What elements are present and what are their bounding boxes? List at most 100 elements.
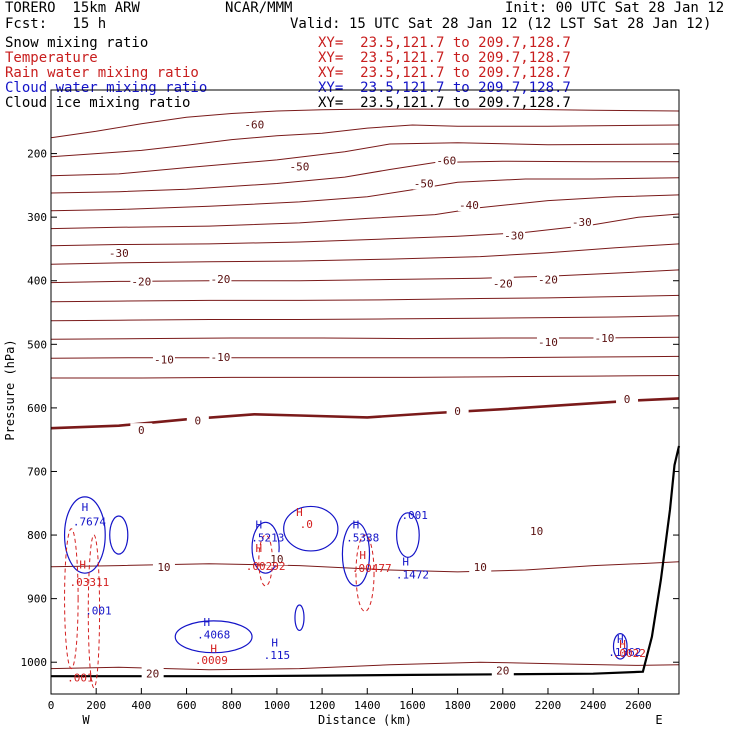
- temp-label-bg-24: [141, 666, 164, 680]
- temp-label-bg-9: [209, 271, 232, 285]
- temperature-contour-1: [50, 124, 680, 158]
- legend-snow: Snow mixing ratio: [5, 35, 149, 51]
- temp-label-bg-13: [209, 350, 232, 364]
- temp-label-bg-6: [503, 228, 526, 242]
- x-tick-label-1: 200: [86, 699, 106, 712]
- y-axis-label: Pressure (hPa): [3, 339, 17, 440]
- x-axis-label: Distance (km): [318, 713, 412, 727]
- legend-cloud-ice: Cloud ice mixing ratio: [5, 95, 191, 111]
- temp-label-15: -10: [595, 332, 615, 345]
- cloud-water-label-9: .001: [85, 605, 112, 618]
- cloud-water-label-10: H: [204, 616, 211, 629]
- temp-label-bg-21: [265, 552, 288, 566]
- x-tick-label-0: 0: [48, 699, 55, 712]
- temp-label-6: -30: [504, 230, 524, 243]
- temp-label-bg-0: [243, 117, 266, 131]
- rain-contour-3: [355, 534, 375, 612]
- y-tick-label-1: 300: [27, 211, 47, 224]
- y-tick-label-2: 400: [27, 275, 47, 288]
- temp-label-7: -30: [572, 216, 592, 229]
- legend-temperature: Temperature: [5, 50, 98, 66]
- temp-label-bg-15: [593, 330, 616, 344]
- legend-temperature-xy: XY= 23.5,121.7 to 209.7,128.7: [318, 50, 571, 66]
- y-tick-label-3: 500: [27, 338, 47, 351]
- temp-label-bg-22: [469, 559, 492, 573]
- x-tick-label-10: 2000: [490, 699, 517, 712]
- temp-label-14: -10: [538, 336, 558, 349]
- init-time: Init: 00 UTC Sat 28 Jan 12: [505, 0, 725, 16]
- cloud-water-contour-0: [63, 496, 106, 574]
- y-tick-label-6: 800: [27, 529, 47, 542]
- temp-label-22: 10: [474, 561, 487, 574]
- x-tick-label-11: 2200: [535, 699, 562, 712]
- rain-label-5: .00477: [352, 562, 392, 575]
- temperature-contour-10: [50, 315, 680, 322]
- x-right-endpoint: E: [655, 713, 662, 727]
- rain-label-0: H: [79, 559, 86, 572]
- legend-rain-xy: XY= 23.5,121.7 to 209.7,128.7: [318, 65, 571, 81]
- rain-label-7: .0: [300, 518, 313, 531]
- cloud-water-label-4: H: [353, 519, 360, 532]
- temp-label-bg-19: [186, 413, 209, 427]
- cloud-water-label-5: .5338: [346, 531, 379, 544]
- cloud-water-contour-3: [283, 505, 339, 552]
- rain-label-2: H: [256, 542, 263, 555]
- x-left-endpoint: W: [82, 713, 90, 727]
- temperature-contour-2: [50, 142, 680, 177]
- temp-label-bg-4: [457, 198, 480, 212]
- temp-label-21: 10: [270, 553, 283, 566]
- rain-label-3: .00292: [246, 560, 286, 573]
- cloud-water-contour-7: [294, 604, 305, 632]
- temp-label-bg-1: [435, 153, 458, 167]
- cloud-water-contour-2: [251, 521, 280, 574]
- legend-rain: Rain water mixing ratio: [5, 65, 199, 81]
- temp-label-bg-5: [107, 245, 130, 259]
- y-tick-label-8: 1000: [21, 656, 48, 669]
- temp-label-bg-25: [491, 663, 514, 677]
- temp-label-13: -10: [210, 351, 230, 364]
- temperature-contour-0: [50, 108, 680, 139]
- temp-label-bg-20: [152, 559, 175, 573]
- cloud-water-label-6: .001: [401, 509, 428, 522]
- x-tick-label-12: 2400: [580, 699, 607, 712]
- temp-label-bg-17: [616, 391, 639, 405]
- cloud-water-label-8: .1472: [396, 568, 429, 581]
- zero-isotherm: [50, 397, 680, 430]
- temperature-contour-12: [50, 355, 680, 359]
- temp-label-18: 0: [138, 424, 145, 437]
- y-tick-label-4: 600: [27, 402, 47, 415]
- legend-cloud-water: Cloud water mixing ratio: [5, 80, 208, 96]
- rain-contour-1: [87, 534, 101, 689]
- temp-label-19: 0: [195, 415, 202, 428]
- temp-label-17: 0: [624, 393, 631, 406]
- model-name: TORERO 15km ARW: [5, 0, 140, 16]
- x-tick-label-6: 1200: [309, 699, 336, 712]
- cloud-water-label-15: .1362: [608, 646, 641, 659]
- temp-label-20: 10: [157, 561, 170, 574]
- temp-label-3: -50: [414, 177, 434, 190]
- cloud-water-label-1: .7674: [73, 516, 106, 529]
- temp-label-bg-23: [525, 524, 548, 538]
- temperature-contour-5: [50, 194, 680, 230]
- temp-label-bg-18: [130, 423, 153, 437]
- x-tick-label-7: 1400: [354, 699, 381, 712]
- rain-contour-0: [64, 528, 79, 670]
- cloud-water-contour-5: [396, 512, 420, 558]
- temp-label-8: -20: [131, 275, 151, 288]
- temp-label-25: 20: [496, 664, 509, 677]
- cloud-water-label-14: H: [617, 633, 624, 646]
- x-tick-label-3: 600: [177, 699, 197, 712]
- x-tick-label-13: 2600: [625, 699, 652, 712]
- legend-cloud-ice-xy: XY= 23.5,121.7 to 209.7,128.7: [318, 95, 571, 111]
- temp-label-2: -50: [290, 160, 310, 173]
- y-tick-label-7: 900: [27, 593, 47, 606]
- temp-label-16: 0: [454, 405, 461, 418]
- valid-time: Valid: 15 UTC Sat 28 Jan 12 (12 LST Sat …: [290, 16, 712, 32]
- cloud-water-contour-8: [612, 632, 628, 660]
- temp-label-bg-7: [570, 215, 593, 229]
- rain-label-4: H: [359, 549, 366, 562]
- rain-label-1: .03311: [70, 576, 110, 589]
- y-tick-label-5: 700: [27, 465, 47, 478]
- temperature-contour-6: [50, 213, 680, 247]
